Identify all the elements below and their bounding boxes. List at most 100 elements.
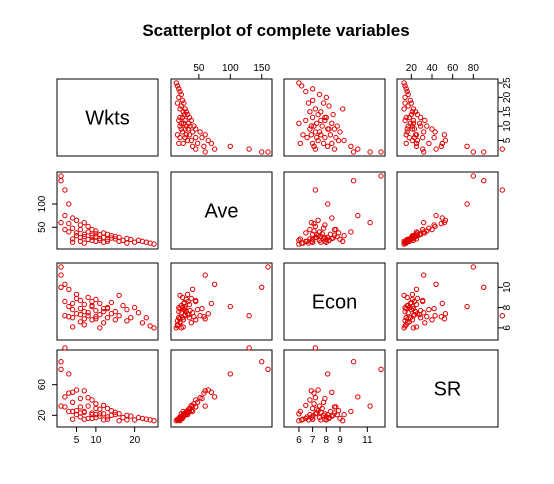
tick-label: 20 (502, 91, 513, 103)
data-point (77, 226, 84, 233)
data-point (410, 325, 417, 331)
data-point (202, 132, 208, 138)
data-point (329, 120, 335, 127)
data-point (265, 149, 271, 155)
data-point (81, 416, 88, 422)
data-point (402, 100, 408, 106)
data-point (135, 310, 142, 316)
data-point (499, 313, 505, 319)
data-point (350, 178, 357, 184)
data-point (177, 305, 183, 312)
data-point (481, 178, 487, 184)
data-point (438, 314, 444, 320)
panel-frame (283, 171, 386, 250)
panel-econ-vs-sr (396, 262, 505, 341)
data-point (499, 146, 505, 152)
data-point (325, 143, 331, 150)
data-point (414, 295, 421, 302)
data-point (335, 408, 342, 414)
data-point (69, 236, 76, 242)
data-point (73, 291, 80, 298)
data-point (202, 403, 208, 409)
data-point (431, 305, 437, 312)
tick-label: 6 (296, 435, 302, 446)
panel-wkts-vs-sr (396, 78, 505, 157)
data-point (421, 272, 427, 278)
data-point (174, 132, 181, 138)
tick-label: 100 (37, 195, 48, 212)
panel-frame (396, 349, 499, 428)
data-point (315, 111, 321, 118)
data-point (112, 317, 119, 323)
data-point (73, 311, 80, 317)
data-point (58, 272, 64, 278)
data-point (128, 315, 134, 321)
data-point (100, 411, 107, 417)
data-point (227, 143, 234, 150)
data-point (73, 230, 80, 236)
data-point (314, 406, 320, 412)
data-point (340, 238, 346, 245)
data-point (180, 140, 186, 147)
data-point (62, 394, 68, 400)
data-point (316, 229, 323, 235)
data-point (104, 315, 111, 321)
data-point (58, 173, 64, 179)
data-point (174, 83, 181, 89)
data-point (177, 292, 183, 299)
data-point (174, 100, 181, 106)
panel-ave-vs-ave: Ave (170, 171, 273, 250)
data-point (296, 80, 302, 86)
data-point (77, 404, 84, 410)
data-point (308, 219, 314, 226)
data-point (312, 223, 319, 230)
data-point (77, 305, 84, 312)
data-point (329, 215, 335, 221)
data-point (176, 94, 182, 101)
data-point (177, 88, 183, 95)
data-point (341, 233, 347, 239)
data-point (177, 134, 183, 141)
data-point (104, 414, 111, 420)
data-point (186, 301, 193, 308)
data-point (100, 308, 107, 315)
data-point (89, 397, 95, 403)
data-point (73, 217, 80, 224)
data-point (81, 240, 88, 246)
data-point (89, 232, 95, 238)
data-point (367, 219, 373, 226)
data-point (69, 399, 76, 405)
data-point (481, 149, 487, 155)
tick-label: 60 (37, 379, 48, 391)
data-point (100, 305, 107, 312)
data-point (189, 129, 196, 135)
panel-ave-vs-wkts (56, 171, 159, 250)
data-point (308, 123, 314, 129)
data-point (77, 222, 84, 228)
data-point (314, 120, 320, 127)
data-point (66, 286, 72, 292)
data-point (409, 126, 416, 132)
data-point (202, 272, 208, 278)
panel-frame (56, 262, 159, 341)
data-point (202, 149, 208, 155)
data-point (85, 223, 91, 230)
tick-label: 50 (37, 221, 48, 233)
data-point (174, 322, 181, 328)
panel-econ-vs-wkts (56, 262, 159, 341)
panel-frame (283, 78, 386, 157)
data-point (182, 117, 188, 124)
data-point (93, 405, 99, 412)
data-point (259, 359, 265, 365)
data-point (183, 308, 190, 315)
data-point (326, 415, 332, 422)
data-point (439, 300, 445, 307)
data-point (327, 408, 334, 415)
data-point (312, 146, 319, 152)
tick-label: 11 (362, 435, 373, 446)
data-point (108, 299, 115, 306)
data-point (66, 408, 72, 415)
panel-sr-vs-econ (283, 345, 386, 428)
data-point (116, 238, 122, 245)
